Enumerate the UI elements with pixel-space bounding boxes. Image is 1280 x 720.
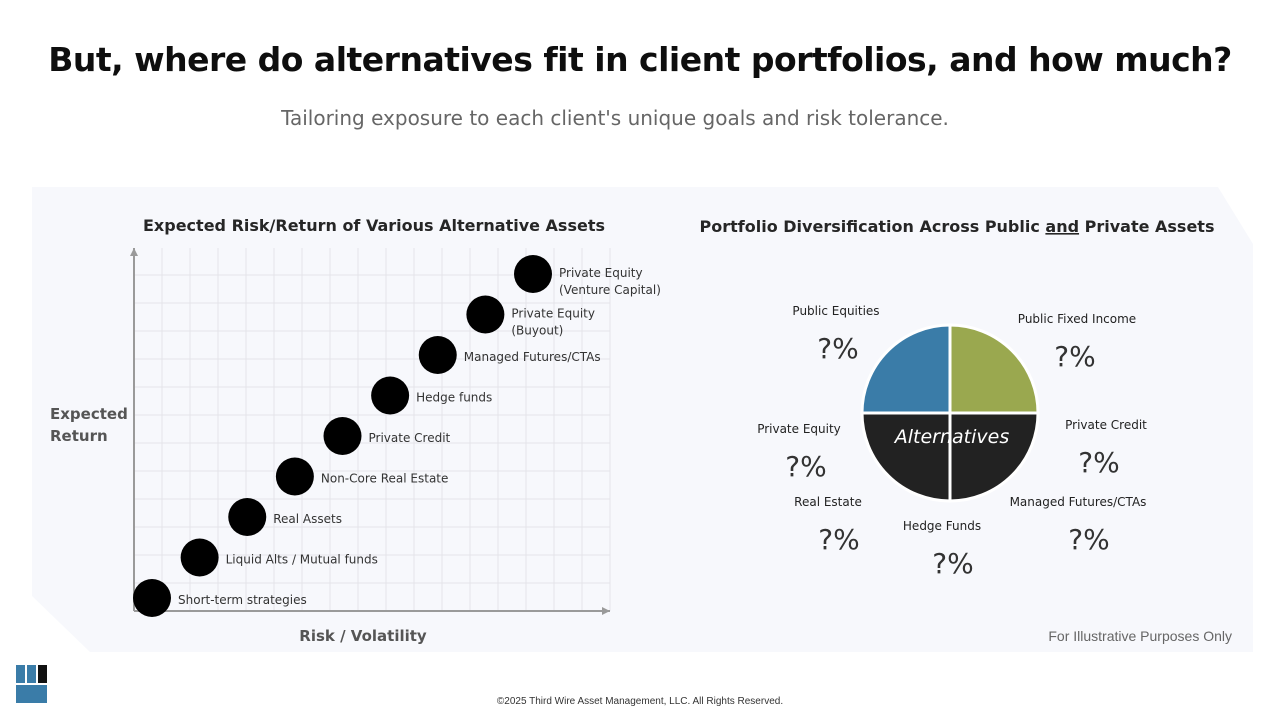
pie-chart: Alternatives [860, 323, 1040, 503]
pie-title-part: Private Assets [1079, 217, 1214, 236]
scatter-point [371, 376, 410, 415]
x-axis-arrow [602, 607, 610, 615]
scatter-point-label: Hedge funds [416, 391, 492, 405]
copyright-footer: ©2025 Third Wire Asset Management, LLC. … [496, 696, 784, 707]
pie-annotation-value: ?% [1054, 340, 1095, 373]
scatter-point [323, 417, 362, 455]
pie-center-label: Alternatives [893, 426, 1010, 448]
y-axis-arrow [130, 248, 138, 256]
pie-chart-title: Portfolio Diversification Across Public … [700, 217, 1215, 236]
scatter-point-label-line: Short-term strategies [178, 593, 307, 607]
page-subtitle: Tailoring exposure to each client's uniq… [281, 106, 949, 130]
scatter-point-label-line: Hedge funds [416, 391, 492, 405]
scatter-point-label-line: Liquid Alts / Mutual funds [226, 553, 378, 567]
scatter-point [133, 579, 171, 617]
scatter-axes [130, 248, 610, 615]
scatter-point-label: Private Credit [369, 431, 451, 445]
pie-title-part: and [1045, 217, 1079, 236]
company-logo [16, 665, 47, 703]
pie-annotation-value: ?% [932, 547, 973, 580]
pie-title-part: Portfolio Diversification Across Public [700, 217, 1046, 236]
scatter-points: Short-term strategies Liquid Alts / Mutua… [133, 255, 661, 617]
pie-annotation-label: Private Credit [1065, 418, 1147, 432]
scatter-point [180, 538, 219, 577]
scatter-point-label: Non-Core Real Estate [321, 472, 449, 486]
scatter-point-label-line: Real Assets [273, 512, 342, 526]
y-axis-label-line: Return [50, 427, 108, 445]
y-axis-label-line: Expected [50, 405, 128, 423]
pie-annotation-label: Hedge Funds [903, 519, 981, 533]
pie-annotation-value: ?% [1078, 446, 1119, 479]
scatter-x-axis-label: Risk / Volatility [299, 627, 427, 645]
scatter-point-label-line: (Buyout) [511, 324, 563, 338]
pie-annotation-value: ?% [818, 523, 859, 556]
scatter-grid [133, 248, 611, 612]
pie-annotation-label: Private Equity [757, 422, 841, 436]
scatter-point [275, 457, 314, 496]
pie-annotation-label: Public Equities [792, 304, 879, 318]
scatter-point-label-line: Non-Core Real Estate [321, 472, 449, 486]
scatter-point-label: Managed Futures/CTAs [464, 350, 601, 364]
scatter-y-axis-label: Expected Return [50, 405, 128, 445]
scatter-point [228, 498, 267, 536]
illustrative-note: For Illustrative Purposes Only [1048, 628, 1232, 644]
pie-annotation-value: ?% [785, 450, 826, 483]
pie-annotations: Public Equities?% Public Fixed Income?% Pr… [757, 304, 1147, 580]
pie-annotation-label: Public Fixed Income [1018, 312, 1136, 326]
scatter-point-label: Private Equity (Buyout) [511, 307, 595, 338]
pie-annotation-label: Real Estate [794, 495, 862, 509]
scatter-point-label: Liquid Alts / Mutual funds [226, 553, 378, 567]
pie-annotation-value: ?% [1068, 523, 1109, 556]
scatter-point [514, 255, 552, 293]
scatter-point [418, 336, 457, 374]
pie-annotation-value: ?% [817, 332, 858, 365]
scatter-point-label: Private Equity (Venture Capital) [559, 266, 661, 297]
pie-slice [948, 323, 1040, 415]
pie-slice [860, 323, 952, 415]
scatter-point-label-line: (Venture Capital) [559, 283, 661, 297]
scatter-point-label-line: Managed Futures/CTAs [464, 350, 601, 364]
scatter-point-label-line: Private Equity [511, 307, 595, 321]
pie-annotation-label: Managed Futures/CTAs [1010, 495, 1147, 509]
scatter-point-label: Short-term strategies [178, 593, 307, 607]
scatter-point [466, 295, 505, 334]
scatter-point-label-line: Private Equity [559, 266, 643, 280]
page-title: But, where do alternatives fit in client… [48, 40, 1232, 79]
scatter-point-label-line: Private Credit [369, 431, 451, 445]
scatter-chart-title: Expected Risk/Return of Various Alternat… [143, 216, 605, 235]
scatter-point-label: Real Assets [273, 512, 342, 526]
